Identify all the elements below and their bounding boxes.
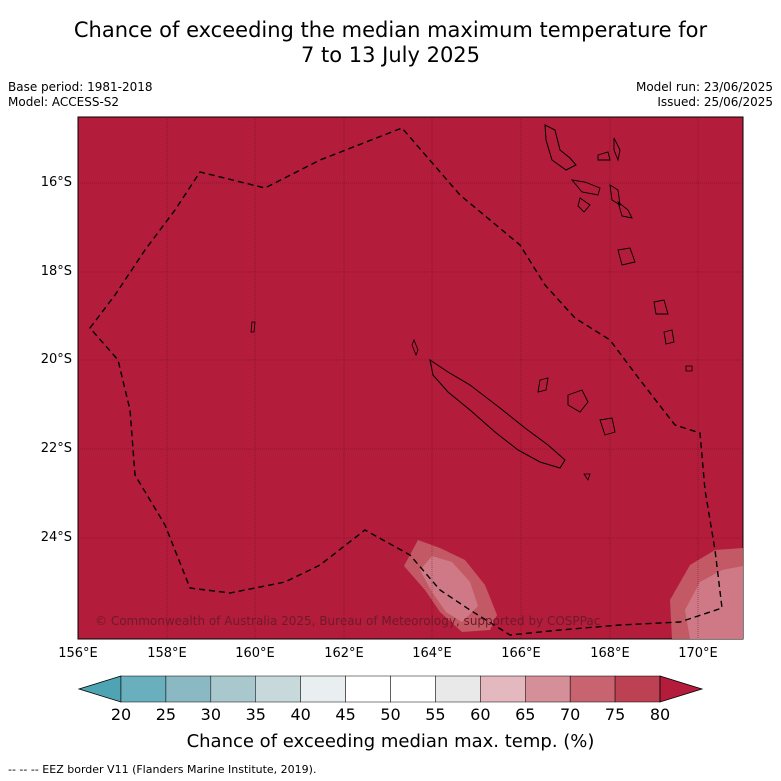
lon-label-166e: 166°E <box>501 646 541 661</box>
island-outline <box>537 377 549 393</box>
island-outline <box>570 179 601 196</box>
title-line-2: 7 to 13 July 2025 <box>300 43 481 67</box>
lon-label-160e: 160°E <box>235 646 275 661</box>
base-period: Base period: 1981-2018 <box>8 80 153 94</box>
probability-patch-inner <box>420 556 478 622</box>
colorbar-segment <box>120 675 167 703</box>
copyright-notice: © Commonwealth of Australia 2025, Bureau… <box>95 614 601 628</box>
island-outline <box>567 389 589 413</box>
colorbar-tick-label: 80 <box>649 705 671 724</box>
colorbar-label: Chance of exceeding median max. temp. (%… <box>186 731 595 752</box>
island-outline <box>411 338 419 357</box>
lon-label-164e: 164°E <box>412 646 452 661</box>
lon-label-170e: 170°E <box>678 646 718 661</box>
island-outline <box>653 299 669 315</box>
vanuatu-outline <box>544 124 577 171</box>
colorbar-segment <box>614 675 661 703</box>
island-outline <box>250 321 256 333</box>
colorbar-segment <box>569 675 616 703</box>
issued-date: Issued: 25/06/2025 <box>657 95 773 109</box>
lon-label-162e: 162°E <box>324 646 364 661</box>
colorbar-tick-label: 30 <box>200 705 221 724</box>
model-name: Model: ACCESS-S2 <box>8 95 120 109</box>
colorbar-segment <box>390 675 436 703</box>
eez-legend-note: -- -- -- EEZ border V11 (Flanders Marine… <box>8 763 317 776</box>
colorbar-tick-label: 65 <box>515 705 536 724</box>
colorbar-tick-label: 60 <box>470 705 491 724</box>
probability-patch-se-inner <box>685 566 743 639</box>
lat-label-22s: 22°S <box>40 441 72 456</box>
lon-label-156e: 156°E <box>58 646 98 661</box>
lon-label-168e: 168°E <box>590 646 630 661</box>
lon-label-158e: 158°E <box>147 646 187 661</box>
island-outline <box>597 151 611 161</box>
eez-border <box>89 127 723 636</box>
island-outline <box>577 197 591 213</box>
island-outline <box>617 247 636 266</box>
colorbar-tick-label: 75 <box>604 705 626 724</box>
colorbar-segment <box>210 675 256 703</box>
colorbar-segment <box>525 675 571 703</box>
colorbar-arrow-low <box>77 675 122 703</box>
colorbar-segment <box>300 675 346 703</box>
colorbar-segment <box>435 675 481 703</box>
island-outline <box>613 137 621 162</box>
lat-label-18s: 18°S <box>40 264 72 279</box>
model-run: Model run: 23/06/2025 <box>635 80 773 94</box>
meta-right: Model run: 23/06/2025 Issued: 25/06/2025 <box>636 80 773 110</box>
island-outline <box>685 365 693 372</box>
colorbar-segment <box>480 675 526 703</box>
island-outline <box>617 200 633 219</box>
colorbar-tick-label: 40 <box>290 705 311 724</box>
colorbar-tick-label: 25 <box>155 705 177 724</box>
lat-label-16s: 16°S <box>40 175 72 190</box>
title-line-1: Chance of exceeding the median maximum t… <box>73 18 708 42</box>
colorbar-arrow-high <box>659 675 704 703</box>
island-outline <box>609 184 621 206</box>
island-outline <box>599 417 616 436</box>
lat-label-24s: 24°S <box>40 530 72 545</box>
colorbar-segment <box>345 675 391 703</box>
colorbar-segment <box>255 675 301 703</box>
colorbar-tick-label: 20 <box>110 705 132 724</box>
colorbar-tick-label: 45 <box>335 705 356 724</box>
colorbar <box>77 675 704 703</box>
colorbar-tick-label: 50 <box>380 705 401 724</box>
colorbar-tick-label: 55 <box>425 705 446 724</box>
new-caledonia-outline <box>429 358 566 469</box>
colorbar-tick-label: 35 <box>245 705 266 724</box>
island-outline <box>583 473 591 481</box>
map-area <box>77 116 744 640</box>
chart-title: Chance of exceeding the median maximum t… <box>0 18 781 68</box>
colorbar-tick-label: 70 <box>559 705 581 724</box>
lat-label-20s: 20°S <box>40 352 72 367</box>
island-outline <box>663 329 675 345</box>
meta-left: Base period: 1981-2018 Model: ACCESS-S2 <box>8 80 153 110</box>
graticule <box>78 117 743 639</box>
colorbar-segment <box>165 675 212 703</box>
